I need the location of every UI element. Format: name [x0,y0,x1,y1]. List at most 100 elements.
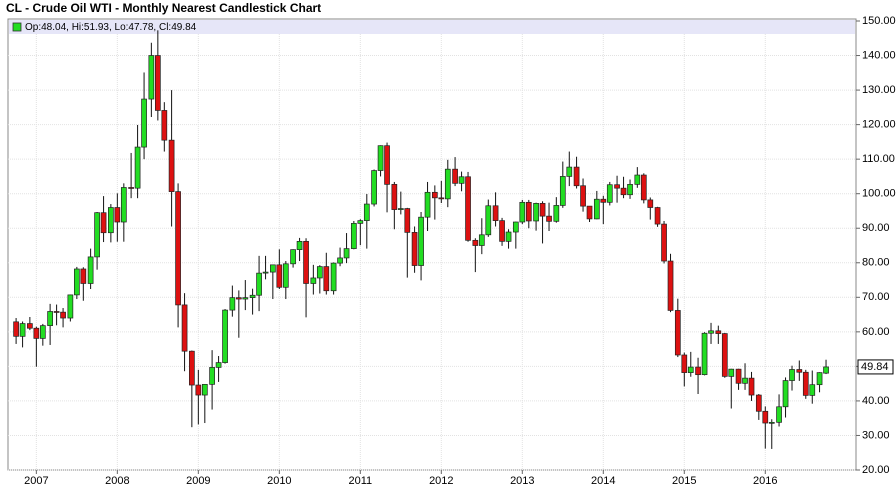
plot-area [7,18,857,471]
candle-body [73,268,80,296]
candle-body [128,187,134,189]
y-tick-label: 140.00 [862,49,896,61]
candles [13,30,829,449]
candle-body [282,263,289,288]
candle-body [485,205,492,236]
candle-body [189,350,195,386]
x-tick-label: 2011 [348,475,372,487]
candle-body [701,332,708,376]
candle-body [377,145,384,171]
candle-body [627,184,633,196]
candle-body [418,216,424,266]
candle-body [512,221,519,233]
candle-body [397,208,404,210]
candle-body [424,191,431,218]
x-tick-label: 2014 [591,475,615,487]
candle-body [742,377,748,384]
candle-body [789,369,795,381]
candle-body [438,197,445,200]
candle-body [404,208,411,233]
axes: 20.0030.0040.0050.0060.0070.0080.0090.00… [24,15,896,487]
candle-body [802,371,809,396]
candle-body [640,174,647,201]
candle-body [809,384,816,396]
candle-body [796,369,803,373]
candle-body [357,220,364,224]
candle-body [209,367,215,385]
candle-body [593,198,600,220]
candle-body [728,368,735,377]
y-tick-label: 110.00 [862,153,895,165]
candle-body [337,257,343,264]
candle-body [600,198,607,203]
candle-body [19,323,26,337]
candle-body [100,212,107,234]
x-tick-label: 2007 [24,475,48,487]
candle-body [816,372,823,386]
candle-body [33,327,40,339]
last-price-label: 49.84 [861,361,889,373]
candle-body [559,176,566,206]
candle-body [323,266,330,292]
candle-body [721,333,728,377]
x-tick-label: 2008 [105,475,129,487]
candle-body [148,55,155,100]
candle-body [290,249,296,265]
x-tick-label: 2015 [672,475,696,487]
candle-body [134,146,141,189]
candle-body [525,201,532,222]
candle-body [120,187,127,223]
candle-body [762,410,769,424]
candle-body [13,321,19,337]
candle-body [242,297,249,300]
candle-body [67,294,74,319]
candle-body [553,205,560,222]
candle-body [371,170,377,205]
candle-body [546,215,552,222]
candle-body [391,184,398,210]
candle-body [60,311,66,319]
candle-body [87,256,94,284]
candle-body [499,220,505,242]
candle-body [262,271,269,274]
candle-body [53,311,60,313]
y-tick-label: 150.00 [862,15,896,27]
y-tick-label: 100.00 [862,188,896,200]
candle-body [215,362,222,368]
y-tick-label: 80.00 [862,257,890,269]
candle-body [776,406,782,423]
candle-body [47,311,53,326]
candle-body [303,241,309,284]
candle-body [384,145,390,185]
candle-body [222,309,228,363]
candle-body [715,330,722,334]
y-tick-label: 30.00 [862,429,890,441]
candle-body [168,139,175,192]
candle-body [823,366,829,374]
candle-body [748,377,755,396]
candle-body [27,323,33,329]
candle-body [580,185,586,207]
y-tick-label: 120.00 [862,119,896,131]
candle-body [175,191,181,306]
y-tick-label: 20.00 [862,464,890,476]
candle-body [647,199,654,208]
candle-body [363,203,370,221]
y-tick-label: 60.00 [862,326,890,338]
candle-body [141,98,147,148]
candle-body [235,297,242,300]
candle-body [768,421,775,424]
candle-body [411,232,418,266]
candle-body [566,166,573,177]
candle-body [667,260,674,311]
last-price-box [857,359,894,375]
candle-body [39,325,46,339]
candle-body [505,231,512,242]
candle-body [620,187,627,196]
legend-strip [9,20,855,34]
x-tick-label: 2016 [753,475,777,487]
candle-body [674,310,681,356]
candle-body [256,272,262,296]
candle-body [661,223,667,262]
